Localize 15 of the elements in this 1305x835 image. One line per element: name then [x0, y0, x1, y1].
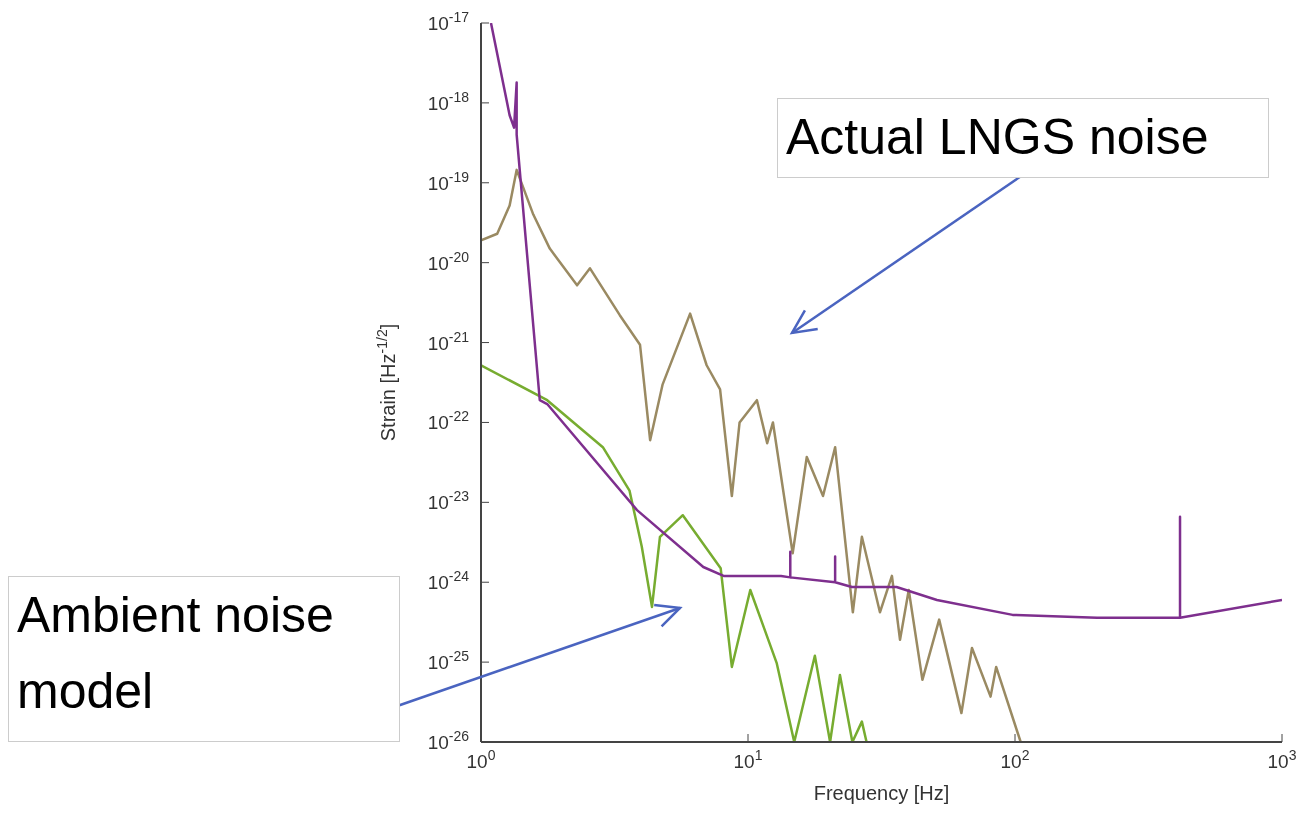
- y-tick-label: 10$^{-20}$: [427, 248, 470, 274]
- y-tick-label: 10$^{-21}$: [427, 328, 470, 354]
- y-tick-label: 10$^{-22}$: [427, 408, 470, 434]
- y-tick-label: 10$^{-17}$: [427, 9, 470, 34]
- y-tick-label: 10$^{-18}$: [427, 88, 470, 114]
- y-tick-label: 10$^{-23}$: [427, 488, 470, 514]
- x-axis-title: Frequency [Hz]: [813, 782, 950, 804]
- x-tick-label: 10$^{3}$: [1267, 747, 1297, 772]
- x-tick-label: 10$^{1}$: [733, 747, 763, 772]
- text: Ambient noise model: [8, 576, 400, 742]
- y-tick-label: 10$^{-25}$: [427, 648, 470, 674]
- y-tick-label: 10$^{-24}$: [427, 568, 470, 594]
- annotation: Actual LNGS noise: [777, 98, 1269, 178]
- y-tick-label: 10$^{-19}$: [427, 168, 470, 194]
- x-tick-label: 10$^{2}$: [1000, 747, 1030, 772]
